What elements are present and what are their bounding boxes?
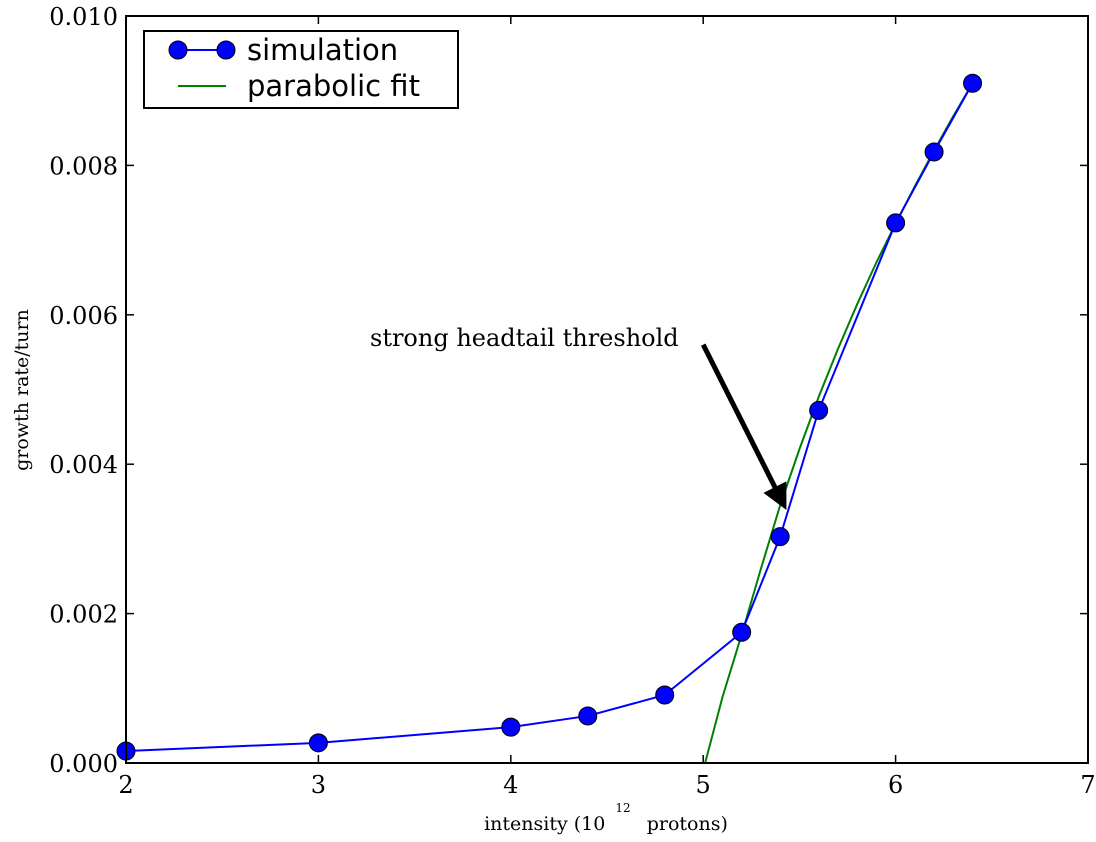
legend-fit-label: parabolic fit xyxy=(247,69,420,103)
legend-simulation-label: simulation xyxy=(247,33,398,67)
simulation-point xyxy=(886,213,906,233)
y-tick-label: 0.010 xyxy=(49,3,118,31)
simulation-point xyxy=(308,733,328,753)
simulation-point xyxy=(924,142,944,162)
legend-simulation-marker-left xyxy=(168,40,188,60)
x-tick-label: 5 xyxy=(696,771,711,799)
plot-frame xyxy=(125,15,1089,764)
annotation-text: strong headtail threshold xyxy=(370,324,679,352)
simulation-point xyxy=(501,717,521,737)
x-axis-label-prefix: intensity (10 xyxy=(484,813,605,835)
annotation: strong headtail threshold xyxy=(370,324,787,511)
simulation-point xyxy=(655,685,675,705)
simulation-point xyxy=(809,400,829,420)
y-axis: 0.000 0.002 0.004 0.006 0.008 0.010 xyxy=(49,3,1088,778)
annotation-arrow-head xyxy=(763,481,787,511)
x-tick-label: 4 xyxy=(503,771,518,799)
x-axis-label-exponent: 12 xyxy=(615,801,630,815)
y-axis-label: growth rate/turn xyxy=(11,309,33,471)
simulation-point xyxy=(732,622,752,642)
x-tick-label: 6 xyxy=(888,771,903,799)
x-axis: 2 3 4 5 6 7 xyxy=(118,16,1096,799)
plot-area xyxy=(116,73,983,764)
simulation-point xyxy=(770,527,790,547)
y-tick-label: 0.004 xyxy=(49,451,118,479)
y-tick-label: 0.002 xyxy=(49,601,118,629)
simulation-point xyxy=(963,73,983,93)
y-tick-label: 0.000 xyxy=(49,750,118,778)
x-tick-label: 3 xyxy=(311,771,326,799)
y-tick-label: 0.008 xyxy=(49,152,118,180)
annotation-arrow-shaft xyxy=(700,343,778,489)
legend: simulation parabolic fit xyxy=(143,30,459,109)
legend-simulation-marker-right xyxy=(216,40,236,60)
x-tick-label: 7 xyxy=(1080,771,1095,799)
y-tick-label: 0.006 xyxy=(49,302,118,330)
x-axis-label: intensity (10 12 protons) xyxy=(484,795,728,835)
x-tick-label: 2 xyxy=(118,771,133,799)
legend-box xyxy=(143,30,459,109)
simulation-point xyxy=(578,706,598,726)
x-axis-label-suffix: protons) xyxy=(647,813,728,835)
